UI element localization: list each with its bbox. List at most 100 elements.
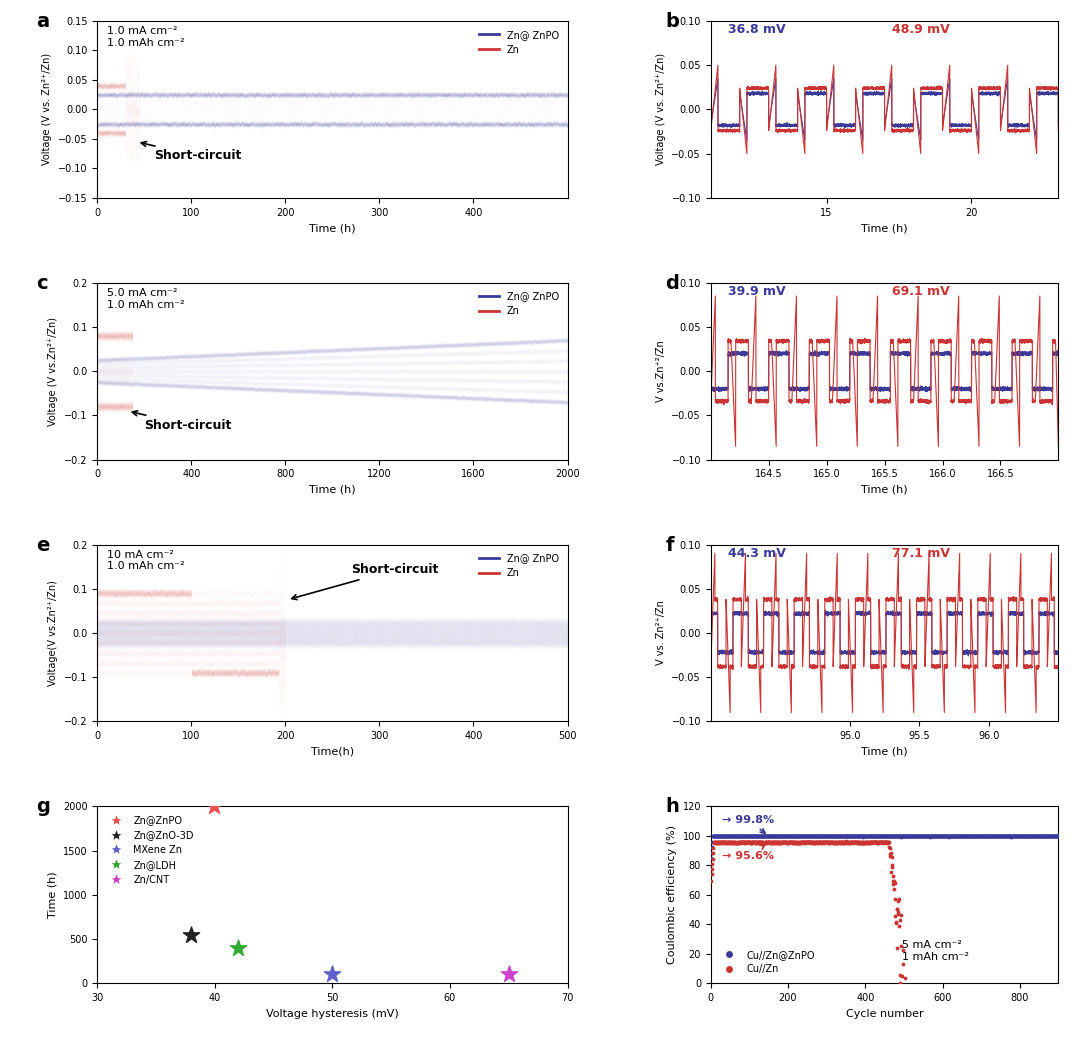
Point xyxy=(840,835,858,851)
Point xyxy=(983,827,1000,844)
Point xyxy=(951,827,969,844)
Point xyxy=(732,834,750,850)
Point xyxy=(780,827,797,844)
Point xyxy=(903,828,920,845)
Point xyxy=(948,827,966,844)
Point xyxy=(742,834,759,850)
Point xyxy=(900,827,917,844)
Point xyxy=(824,827,841,844)
Point xyxy=(784,827,801,844)
Point xyxy=(866,834,883,850)
Point xyxy=(939,827,956,844)
Point xyxy=(1025,827,1042,844)
Point xyxy=(1010,827,1027,844)
Point xyxy=(937,827,955,844)
Point xyxy=(797,834,814,850)
Point xyxy=(821,834,838,850)
Point xyxy=(740,827,757,844)
Point xyxy=(908,827,926,844)
Point xyxy=(1005,827,1023,844)
Point xyxy=(920,827,937,844)
Point xyxy=(1009,827,1026,844)
Point xyxy=(949,827,967,844)
Point xyxy=(768,835,785,851)
Point xyxy=(972,827,989,844)
Point xyxy=(784,834,801,850)
Point xyxy=(771,834,788,850)
Point xyxy=(762,835,780,851)
Point xyxy=(964,827,982,844)
Point xyxy=(711,827,728,844)
Point xyxy=(800,834,818,850)
Point xyxy=(1026,827,1043,844)
Point xyxy=(738,827,755,844)
Point xyxy=(816,834,834,850)
Point xyxy=(786,827,804,844)
Point xyxy=(804,834,821,850)
Point xyxy=(765,827,782,844)
Point xyxy=(746,828,764,845)
Point xyxy=(793,834,810,850)
Point xyxy=(839,827,856,844)
Point xyxy=(850,835,867,851)
Point xyxy=(747,835,765,851)
Point xyxy=(972,827,989,844)
Point xyxy=(934,827,951,844)
Point xyxy=(733,827,751,844)
Point xyxy=(876,828,893,845)
Point xyxy=(824,835,841,851)
Point xyxy=(929,827,946,844)
Point xyxy=(796,827,813,844)
Point xyxy=(843,827,861,844)
Point xyxy=(735,834,753,850)
Point xyxy=(808,827,825,844)
Point xyxy=(760,834,778,850)
Point xyxy=(941,828,958,845)
Point xyxy=(807,827,824,844)
Point xyxy=(888,827,905,844)
Point xyxy=(737,834,754,850)
Point xyxy=(859,827,876,844)
Point xyxy=(991,827,1009,844)
Point xyxy=(866,834,883,850)
Point xyxy=(863,834,880,850)
Point xyxy=(1028,827,1045,844)
Text: → 95.6%: → 95.6% xyxy=(723,845,774,861)
Point xyxy=(735,827,753,844)
Point xyxy=(843,834,861,850)
Point xyxy=(739,827,756,844)
Point xyxy=(851,827,868,844)
Point xyxy=(743,827,760,844)
Point xyxy=(1017,827,1035,844)
Point xyxy=(964,827,982,844)
Point xyxy=(865,827,882,844)
Point xyxy=(792,835,809,851)
Point xyxy=(1024,827,1041,844)
Point xyxy=(877,834,894,850)
Point xyxy=(731,827,748,844)
Point xyxy=(1031,827,1049,844)
Point xyxy=(847,827,864,844)
Point xyxy=(768,834,785,850)
Point xyxy=(759,834,777,850)
Point xyxy=(760,834,778,850)
Point xyxy=(1012,827,1029,844)
Point xyxy=(881,827,899,844)
Point xyxy=(723,827,740,844)
Point xyxy=(733,834,751,850)
Point xyxy=(734,835,752,851)
Point xyxy=(1039,827,1056,844)
Point xyxy=(963,827,981,844)
Point xyxy=(744,834,761,850)
Point xyxy=(815,834,833,850)
Point xyxy=(703,844,720,861)
Point xyxy=(961,827,978,844)
Point xyxy=(944,827,961,844)
Point xyxy=(840,827,858,844)
Point xyxy=(1045,827,1063,844)
Point xyxy=(780,834,797,850)
Point xyxy=(943,827,960,844)
Point xyxy=(869,835,887,851)
Point xyxy=(993,827,1010,844)
Point xyxy=(764,834,781,850)
